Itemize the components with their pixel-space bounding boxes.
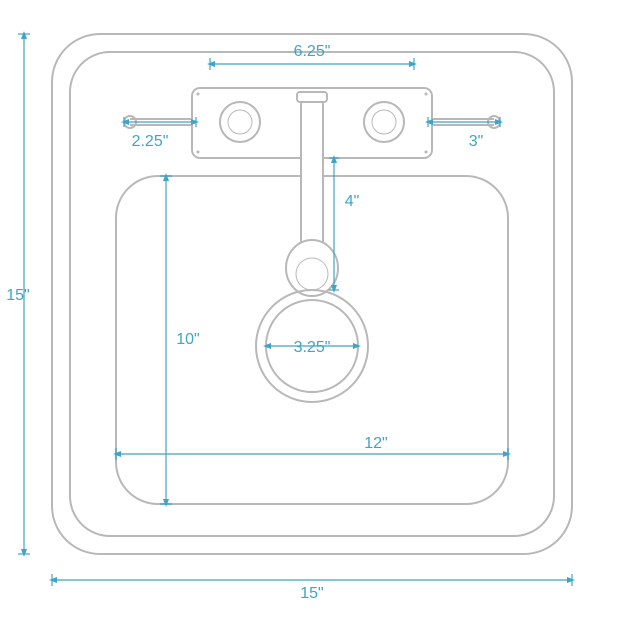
dim-label: 15" (6, 287, 29, 304)
dim-label: 3" (469, 133, 484, 150)
dim-label: 15" (300, 585, 323, 602)
dim-label: 6.25" (294, 43, 331, 60)
dim-label: 3.25" (294, 339, 331, 356)
dim-label: 4" (345, 193, 360, 210)
sink-dimension-diagram: 15" 15" 6.25" 2.25" 3" 4" 10" 12" 3.25" (0, 0, 621, 621)
dim-label: 10" (176, 331, 199, 348)
dim-label: 12" (364, 435, 387, 452)
dim-label: 2.25" (132, 133, 169, 150)
